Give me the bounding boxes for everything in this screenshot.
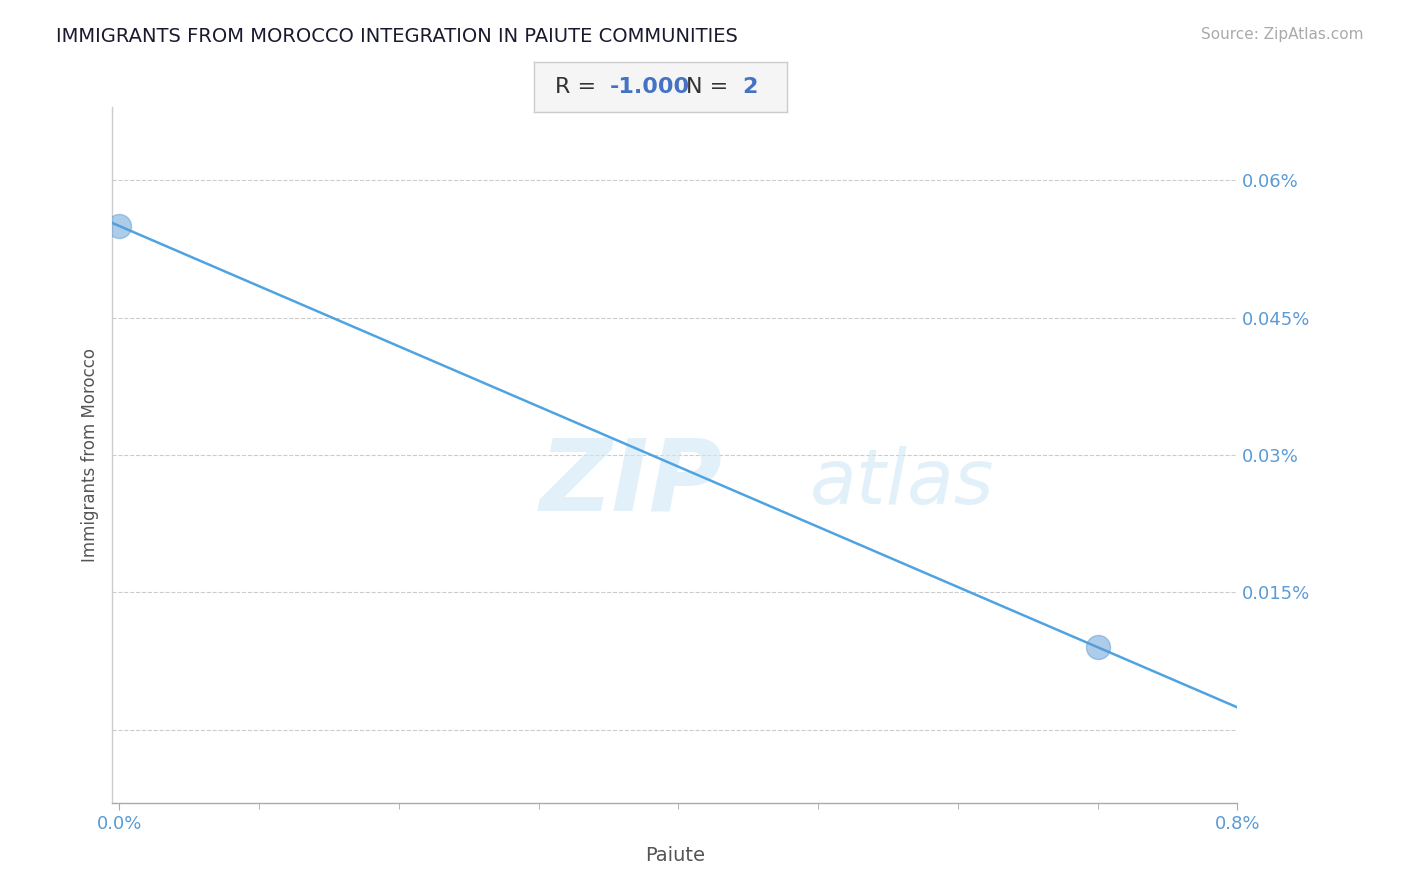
Text: atlas: atlas bbox=[810, 446, 994, 520]
Text: 2: 2 bbox=[742, 77, 758, 97]
Point bbox=[108, 219, 131, 233]
X-axis label: Paiute: Paiute bbox=[645, 847, 704, 865]
Text: Source: ZipAtlas.com: Source: ZipAtlas.com bbox=[1201, 27, 1364, 42]
Text: IMMIGRANTS FROM MOROCCO INTEGRATION IN PAIUTE COMMUNITIES: IMMIGRANTS FROM MOROCCO INTEGRATION IN P… bbox=[56, 27, 738, 45]
Text: N =: N = bbox=[686, 77, 735, 97]
Text: -1.000: -1.000 bbox=[610, 77, 690, 97]
Point bbox=[1087, 640, 1109, 655]
Text: R =: R = bbox=[554, 77, 603, 97]
Text: ZIP: ZIP bbox=[540, 434, 723, 532]
Y-axis label: Immigrants from Morocco: Immigrants from Morocco bbox=[80, 348, 98, 562]
